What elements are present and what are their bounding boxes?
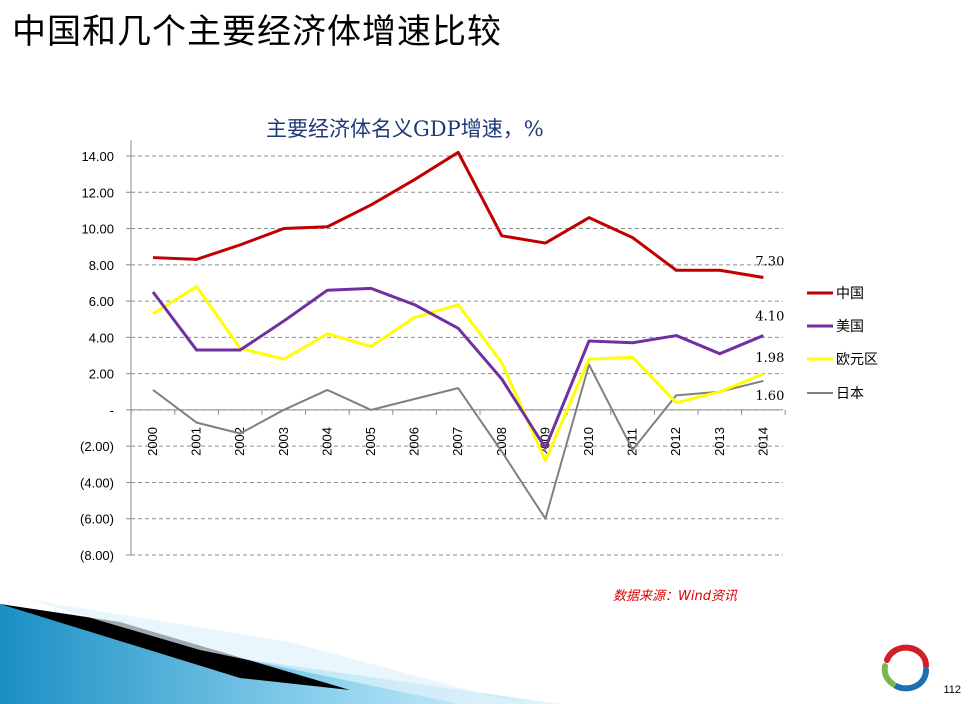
y-tick-label: 4.00 — [89, 330, 114, 345]
x-tick-label: 2008 — [494, 427, 509, 456]
x-tick-label: 2001 — [189, 427, 204, 456]
y-tick-label: 10.00 — [81, 222, 114, 237]
series-line-0 — [152, 150, 764, 279]
y-tick-label: (4.00) — [80, 475, 114, 490]
y-tick-label: - — [110, 403, 114, 418]
y-tick-label: 6.00 — [89, 294, 114, 309]
legend-label: 欧元区 — [836, 352, 878, 368]
x-tick-label: 2005 — [363, 427, 378, 456]
legend-label: 美国 — [836, 319, 864, 335]
data-label: 1.98 — [755, 351, 784, 366]
legend-label: 日本 — [836, 386, 864, 402]
x-tick-label: 2002 — [232, 427, 247, 456]
data-source-note: 数据来源：Wind资讯 — [613, 589, 737, 604]
y-tick-label: 14.00 — [81, 149, 114, 164]
y-tick-label: 8.00 — [89, 258, 114, 273]
chart-title: 主要经济体名义GDP增速，% — [266, 117, 544, 141]
y-tick-label: (8.00) — [80, 548, 114, 563]
slide-title: 中国和几个主要经济体增速比较 — [12, 12, 502, 52]
data-label: 7.30 — [755, 255, 784, 270]
x-tick-label: 2006 — [407, 427, 422, 456]
x-tick-label: 2014 — [755, 427, 770, 456]
x-tick-label: 2011 — [625, 428, 640, 456]
x-tick-label: 2007 — [450, 427, 465, 456]
decor-light-sheen — [30, 600, 520, 704]
logo-icon — [881, 644, 930, 692]
y-tick-label: (6.00) — [80, 512, 114, 527]
data-label: 4.10 — [755, 310, 784, 325]
x-tick-label: 2003 — [276, 427, 291, 456]
decor-black-wedge — [0, 604, 350, 690]
legend-label: 中国 — [836, 286, 864, 302]
decor-blue-band — [0, 604, 560, 704]
x-tick-label: 2004 — [319, 427, 334, 456]
x-tick-label: 2000 — [145, 427, 160, 456]
series-line-1 — [151, 286, 764, 450]
x-tick-label: 2012 — [668, 427, 683, 456]
y-tick-label: 2.00 — [89, 367, 114, 382]
series-line-3 — [152, 363, 764, 520]
x-tick-label: 2013 — [712, 427, 727, 456]
y-tick-label: 12.00 — [81, 185, 114, 200]
x-tick-label: 2010 — [581, 427, 596, 456]
data-label: 1.60 — [755, 389, 784, 404]
series-line-2 — [152, 285, 764, 463]
y-tick-label: (2.00) — [80, 439, 114, 454]
page-number: 112 — [943, 684, 961, 696]
